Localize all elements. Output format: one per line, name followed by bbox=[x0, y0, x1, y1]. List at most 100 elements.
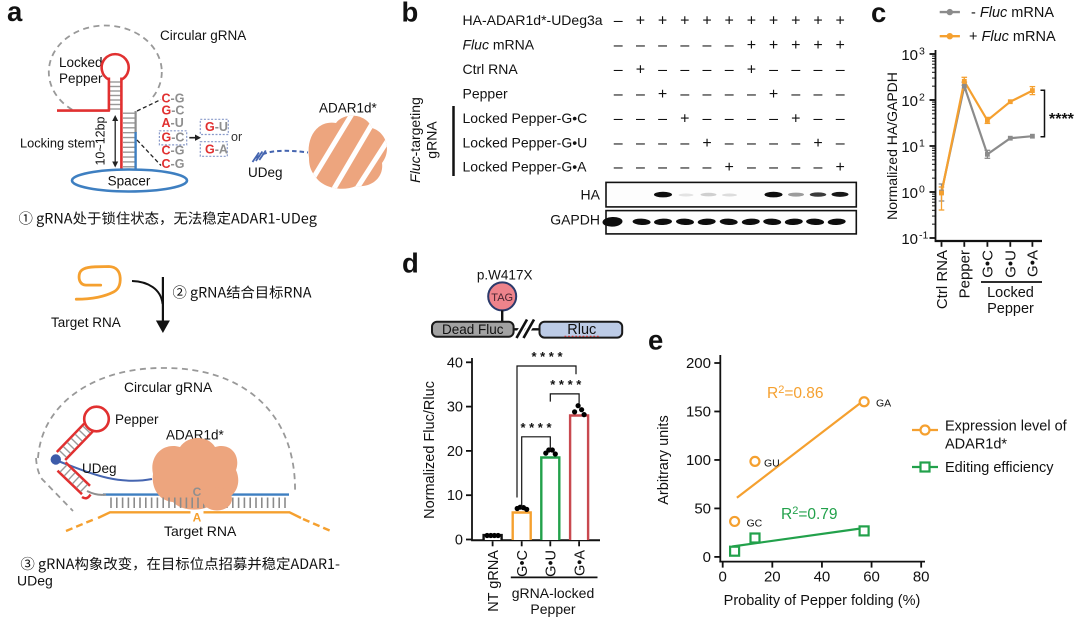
svg-text:+: + bbox=[725, 12, 734, 29]
svg-text:UDeg: UDeg bbox=[82, 461, 117, 476]
svg-text:0: 0 bbox=[703, 549, 711, 566]
svg-text:–: – bbox=[747, 110, 756, 127]
svg-text:+: + bbox=[836, 37, 845, 54]
svg-text:+: + bbox=[769, 37, 778, 54]
svg-text:150: 150 bbox=[686, 403, 711, 420]
svg-text:–: – bbox=[814, 159, 823, 176]
svg-text:UDeg: UDeg bbox=[17, 573, 53, 589]
svg-text:–: – bbox=[791, 159, 800, 176]
svg-text:–: – bbox=[814, 86, 823, 103]
svg-text:–: – bbox=[614, 159, 623, 176]
svg-text:+: + bbox=[658, 86, 667, 103]
svg-text:–: – bbox=[725, 61, 734, 78]
svg-text:+: + bbox=[680, 110, 689, 127]
svg-text:+ Fluc mRNA: + Fluc mRNA bbox=[969, 29, 1056, 45]
svg-text:+: + bbox=[813, 12, 822, 29]
svg-text:or: or bbox=[231, 130, 242, 144]
svg-text:G•C: G•C bbox=[515, 550, 531, 577]
svg-text:HA-ADAR1d*-UDeg3a: HA-ADAR1d*-UDeg3a bbox=[463, 12, 603, 28]
svg-text:Locked: Locked bbox=[987, 285, 1034, 301]
svg-text:+: + bbox=[791, 110, 800, 127]
svg-text:–: – bbox=[814, 61, 823, 78]
svg-text:–: – bbox=[658, 135, 667, 152]
svg-text:–: – bbox=[614, 12, 623, 29]
svg-text:–: – bbox=[636, 37, 645, 54]
svg-text:Pepper: Pepper bbox=[59, 71, 103, 86]
svg-text:Ctrl RNA: Ctrl RNA bbox=[934, 250, 951, 309]
svg-text:ADAR1d*: ADAR1d* bbox=[945, 437, 1007, 453]
svg-text:–: – bbox=[725, 37, 734, 54]
svg-text:–: – bbox=[636, 86, 645, 103]
svg-text:R2=0.79: R2=0.79 bbox=[781, 505, 838, 523]
svg-text:+: + bbox=[747, 61, 756, 78]
svg-text:60: 60 bbox=[863, 569, 880, 586]
svg-text:Target RNA: Target RNA bbox=[51, 315, 121, 330]
svg-text:d: d bbox=[402, 247, 419, 278]
svg-text:e: e bbox=[648, 325, 663, 356]
svg-text:–: – bbox=[658, 37, 667, 54]
svg-text:–: – bbox=[614, 61, 623, 78]
svg-text:–: – bbox=[703, 159, 712, 176]
svg-text:gRNA-locked: gRNA-locked bbox=[512, 585, 594, 601]
svg-text:c: c bbox=[871, 0, 886, 28]
svg-text:+: + bbox=[702, 135, 711, 152]
svg-text:Locked Pepper-G•U: Locked Pepper-G•U bbox=[463, 134, 588, 150]
svg-text:–: – bbox=[836, 86, 845, 103]
svg-text:–: – bbox=[680, 86, 689, 103]
svg-text:TAG: TAG bbox=[491, 292, 513, 304]
svg-text:–: – bbox=[814, 110, 823, 127]
svg-text:–: – bbox=[614, 110, 623, 127]
svg-text:G-C: G-C bbox=[162, 104, 185, 118]
svg-text:A-U: A-U bbox=[162, 116, 184, 130]
svg-text:+: + bbox=[680, 12, 689, 29]
svg-text:ADAR1d*: ADAR1d* bbox=[319, 101, 378, 116]
svg-text:–: – bbox=[769, 135, 778, 152]
svg-text:C: C bbox=[193, 485, 202, 499]
svg-text:G-U: G-U bbox=[205, 120, 228, 134]
svg-text:100: 100 bbox=[686, 452, 711, 469]
svg-text:+: + bbox=[636, 61, 645, 78]
svg-text:40: 40 bbox=[814, 569, 831, 586]
svg-text:–: – bbox=[636, 135, 645, 152]
svg-text:10: 10 bbox=[901, 47, 918, 64]
svg-text:–: – bbox=[769, 110, 778, 127]
svg-text:–: – bbox=[703, 61, 712, 78]
svg-text:C-G: C-G bbox=[162, 144, 185, 158]
svg-text:+: + bbox=[791, 12, 800, 29]
svg-text:–: – bbox=[680, 37, 689, 54]
svg-text:0: 0 bbox=[455, 533, 463, 549]
svg-text:10: 10 bbox=[447, 488, 463, 504]
svg-text:HA: HA bbox=[581, 187, 601, 203]
svg-text:+: + bbox=[813, 37, 822, 54]
svg-text:+: + bbox=[725, 159, 734, 176]
svg-text:–: – bbox=[725, 110, 734, 127]
svg-text:–: – bbox=[725, 86, 734, 103]
svg-text:b: b bbox=[402, 0, 419, 28]
svg-text:40: 40 bbox=[447, 355, 463, 371]
svg-text:+: + bbox=[791, 37, 800, 54]
svg-text:–: – bbox=[614, 37, 623, 54]
svg-text:G•U: G•U bbox=[1003, 250, 1020, 278]
svg-text:80: 80 bbox=[913, 569, 930, 586]
svg-text:Normalized HA/GAPDH: Normalized HA/GAPDH bbox=[884, 72, 900, 220]
svg-text:–: – bbox=[791, 61, 800, 78]
svg-text:–: – bbox=[680, 159, 689, 176]
svg-text:+: + bbox=[702, 12, 711, 29]
svg-text:Locked Pepper-G•A: Locked Pepper-G•A bbox=[463, 159, 588, 175]
svg-text:–: – bbox=[791, 135, 800, 152]
svg-text:–: – bbox=[614, 135, 623, 152]
svg-text:GU: GU bbox=[764, 458, 780, 470]
svg-text:Ctrl RNA: Ctrl RNA bbox=[463, 61, 519, 77]
svg-text:+: + bbox=[658, 12, 667, 29]
svg-text:Expression level of: Expression level of bbox=[945, 419, 1068, 435]
svg-text:Locking stem: Locking stem bbox=[20, 136, 95, 151]
svg-text:- Fluc mRNA: - Fluc mRNA bbox=[971, 5, 1054, 21]
svg-text:–: – bbox=[703, 37, 712, 54]
svg-text:–: – bbox=[703, 110, 712, 127]
svg-text:+: + bbox=[813, 135, 822, 152]
svg-text:G•A: G•A bbox=[572, 550, 588, 576]
svg-text:+: + bbox=[747, 37, 756, 54]
svg-text:Locked Pepper-G•C: Locked Pepper-G•C bbox=[463, 110, 588, 126]
svg-text:Normalized Fluc/Rluc: Normalized Fluc/Rluc bbox=[422, 381, 438, 519]
svg-text:10~12bp: 10~12bp bbox=[94, 116, 108, 165]
